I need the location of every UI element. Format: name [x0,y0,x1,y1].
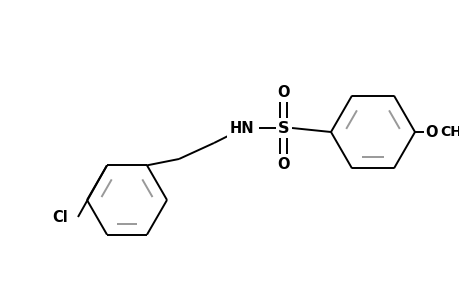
Text: O: O [277,85,290,100]
Text: O: O [425,124,437,140]
Text: HN: HN [229,121,254,136]
Text: O: O [277,157,290,172]
Text: S: S [278,121,289,136]
Text: CH₃: CH₃ [439,125,459,139]
Text: Cl: Cl [52,209,68,224]
